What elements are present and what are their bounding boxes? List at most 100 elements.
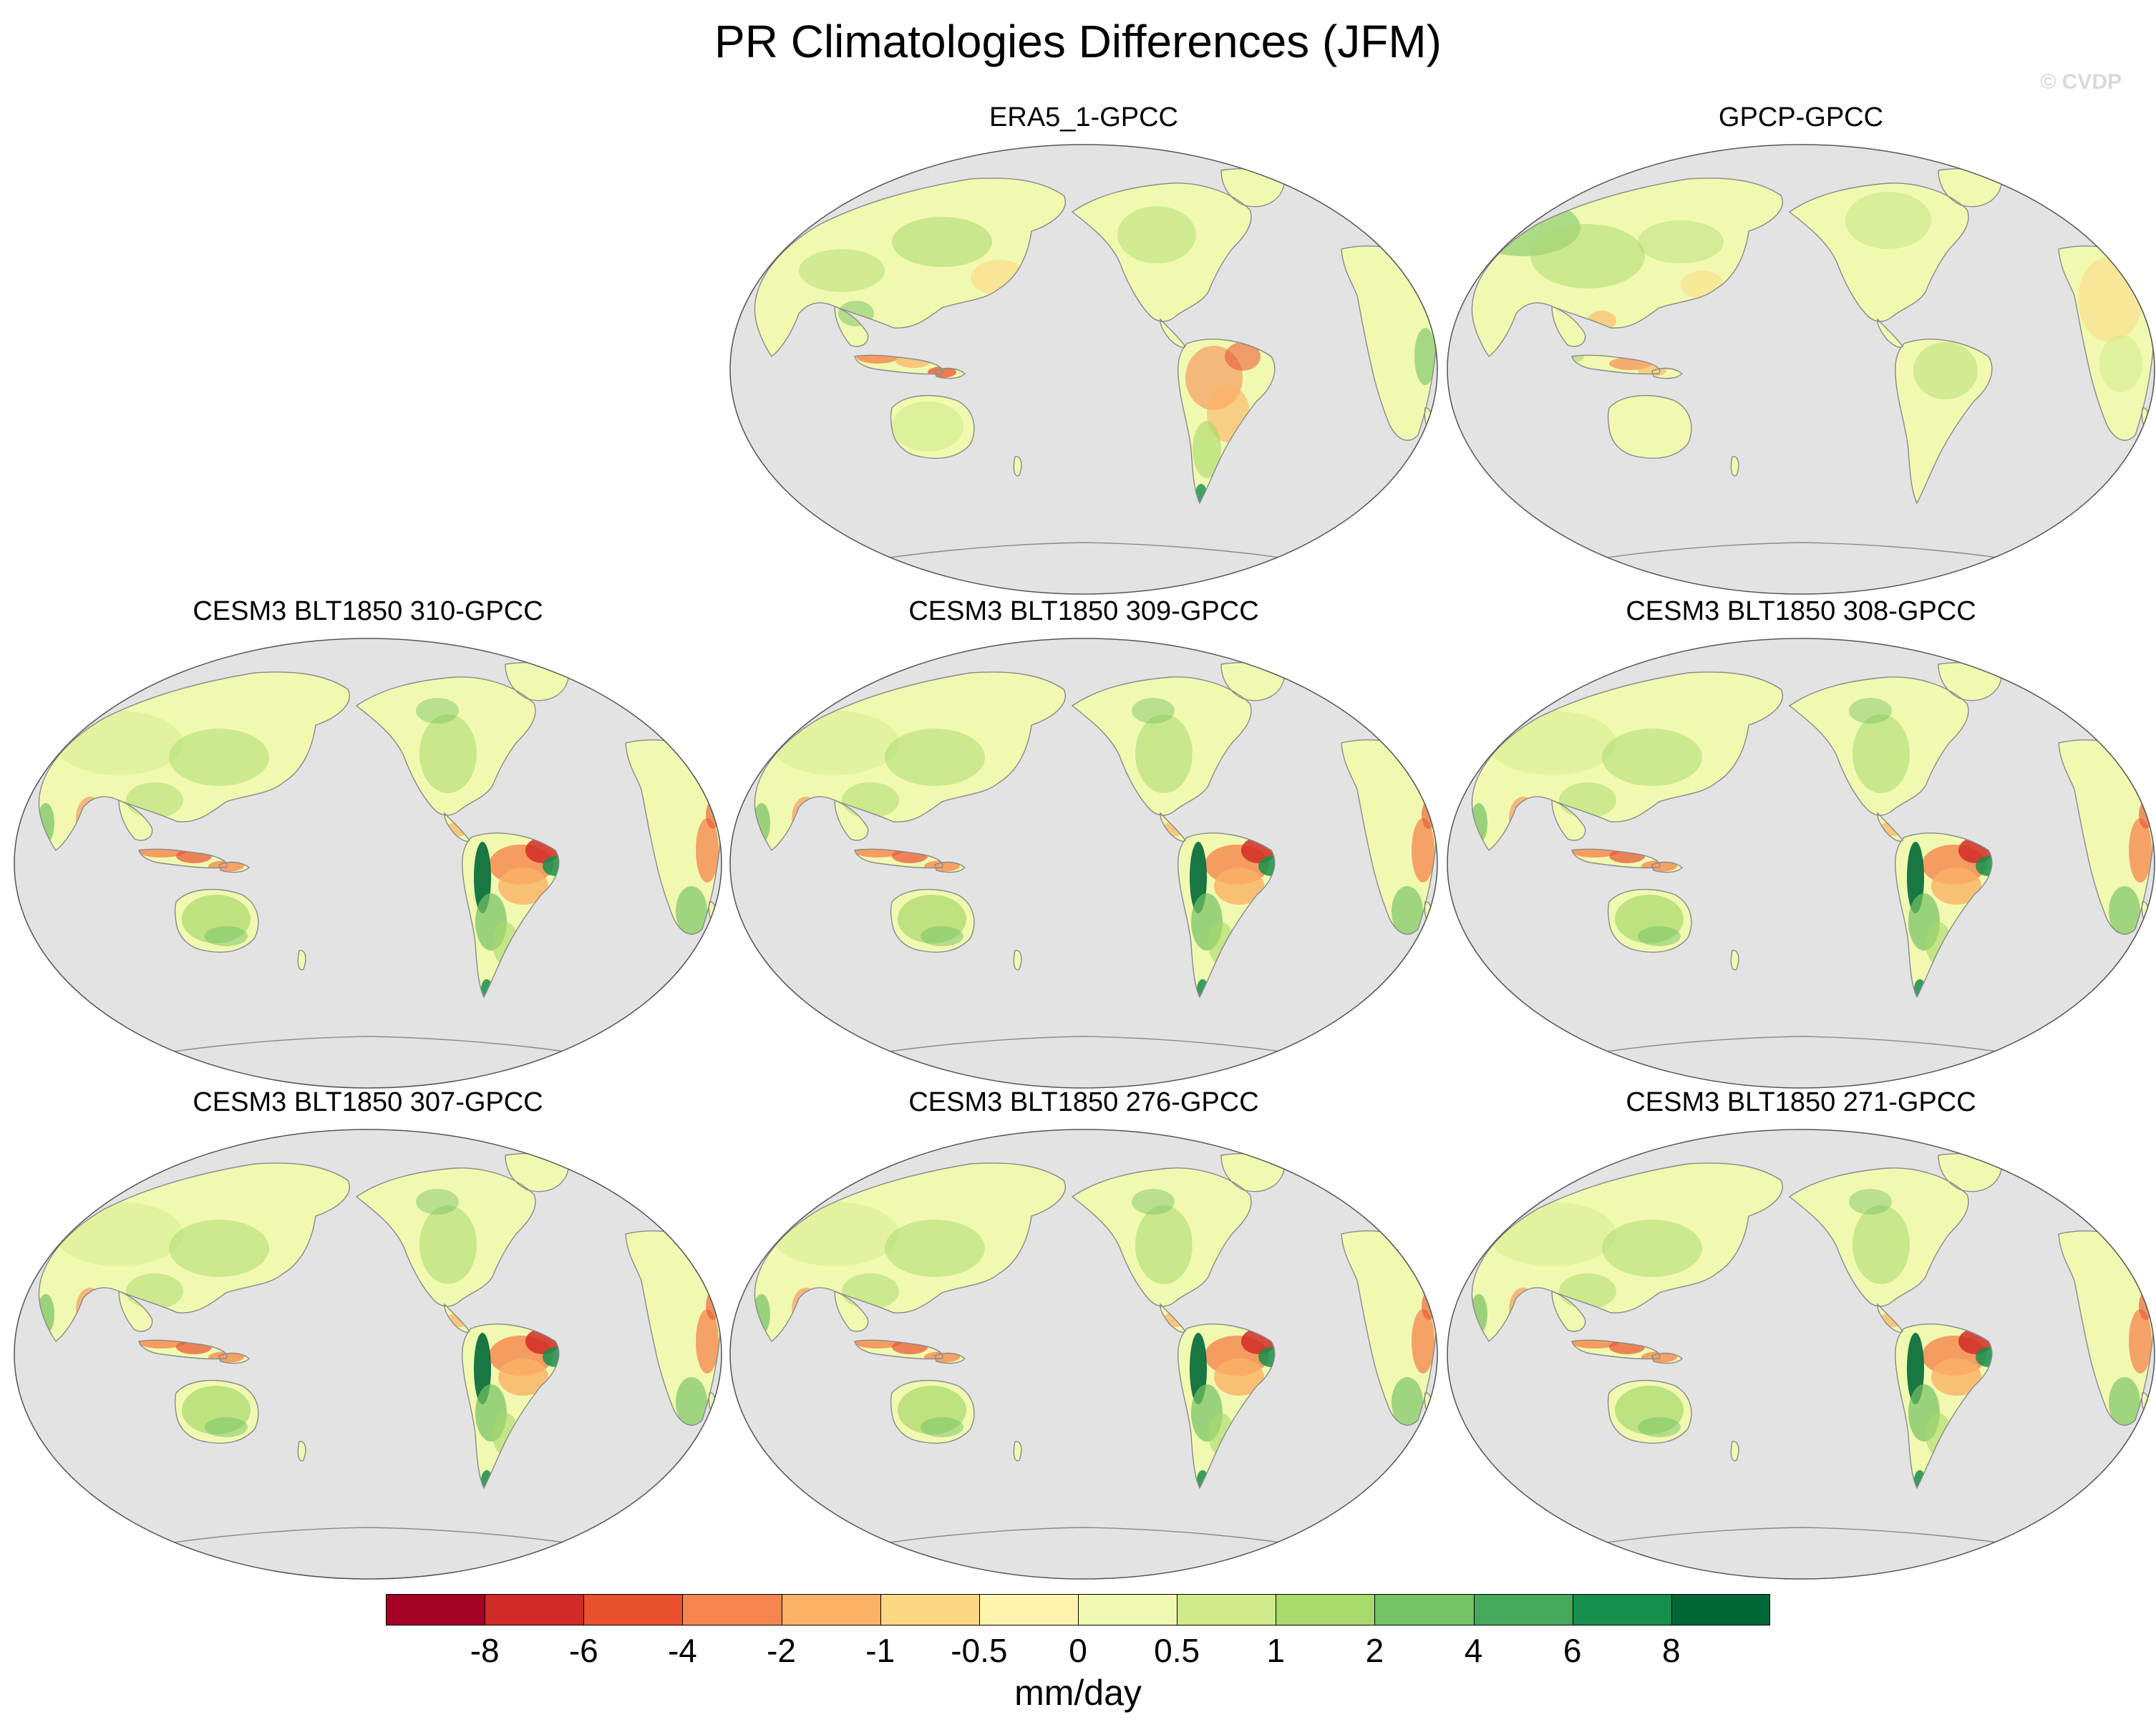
colorbar-swatch [1276,1594,1375,1625]
land-nz [298,1441,306,1461]
coastline [1607,888,1692,953]
anomaly-region [1132,698,1175,724]
coastline-antarctica [111,1036,628,1063]
anomaly-region [1931,868,1981,905]
colorbar-swatch [1177,1594,1276,1625]
coastline [118,799,153,841]
coastline [355,1167,536,1307]
coastline [1651,1352,1684,1364]
anomaly-region [1214,1359,1264,1396]
land-seasia [1552,306,1586,347]
colorbar-tick-label: -1 [865,1632,895,1669]
panel-title: CESM3 BLT1850 307-GPCC [193,1087,543,1117]
world-map [14,1129,722,1580]
cvdp-watermark: © CVDP [2040,70,2122,94]
world-map [729,1129,1438,1580]
anomaly-region [1913,342,1978,399]
coastline [1013,950,1022,971]
coastline [38,1162,350,1343]
map-frame [1447,638,2155,1089]
coastline-antarctica [1544,542,2061,569]
anomaly-region [1849,1189,1892,1215]
anomaly-region [1852,714,1910,793]
figure-title: PR Climatologies Differences (JFM) [714,16,1442,67]
colorbar-swatch [1572,1594,1672,1625]
world-map [1447,144,2155,595]
anomaly-region [54,711,183,775]
land-greenland [1221,168,1284,207]
land-seasia [1552,1291,1586,1332]
land-africa [1341,739,1437,935]
coastline [854,848,943,869]
anomaly-region [416,698,459,724]
coastline [834,799,869,841]
coastline [1160,1303,1186,1333]
land-namerica [1072,183,1251,322]
colorbar-tick-label: 4 [1464,1632,1483,1669]
map-frame [14,638,722,1089]
coastline [1177,832,1276,998]
land-africa [1341,246,1437,441]
anomaly-region [1214,868,1264,905]
colorbar-tick-label: 8 [1662,1632,1681,1669]
colorbar-swatch [386,1594,485,1625]
coastline [218,1352,251,1364]
anomaly-region [1392,1377,1423,1427]
colorbar-tick-label: -2 [767,1632,797,1669]
panel-title: CESM3 BLT1850 309-GPCC [908,596,1259,626]
anomaly-region [1602,729,1702,786]
coastline [138,1339,228,1360]
anomaly-region [676,886,707,936]
land-greenland [505,1153,568,1192]
coastline [1651,367,1684,379]
coastline [1895,1323,1993,1490]
colorbar-swatch [781,1594,881,1625]
coastline-antarctica [827,1036,1344,1063]
anomaly-region [205,1417,248,1437]
land-seasia [835,800,868,841]
colorbar [386,1594,1770,1625]
coastline [1013,1441,1022,1462]
anomaly-region [2078,256,2142,342]
coastline [138,848,228,869]
coastline [1160,812,1186,842]
coastline [934,367,966,379]
coastline [754,671,1066,852]
world-map [1447,1129,2155,1580]
anomaly-field [754,1189,1436,1488]
anomaly-region [1193,421,1221,478]
coastline [1071,183,1252,322]
anomaly-region [1135,1205,1193,1284]
land-greenland [1221,1153,1284,1192]
colorbar-tick-label: 1 [1266,1632,1286,1669]
land-greenland [1938,168,2001,207]
land-greenland [1938,1153,2001,1192]
anomaly-region [1931,1359,1981,1396]
land-seasia [119,1291,152,1332]
map-panel-310: CESM3 BLT1850 310-GPCC [11,596,724,1097]
coastline [890,1379,975,1444]
coastline [1788,676,1969,816]
panel-title: CESM3 BLT1850 271-GPCC [1626,1087,1976,1117]
map-frame [1447,144,2155,595]
coastline [1607,1379,1692,1444]
land-greenland [505,662,568,701]
land-africa [626,739,721,935]
panel-title: ERA5_1-GPCC [989,102,1178,132]
map-frame [14,1129,722,1580]
anomaly-region [419,1205,477,1284]
coastline [297,1441,306,1462]
coastline [1788,1167,1969,1307]
coastline-antarctica [111,1527,628,1554]
coastline [1551,305,1586,347]
anomaly-region [416,1189,459,1215]
land-nz [1731,950,1739,970]
coastline [1071,1167,1252,1307]
coastline [118,1290,153,1332]
anomaly-region [799,249,885,292]
colorbar-swatch [1473,1594,1573,1625]
coastline [1571,1339,1661,1360]
map-panel-308: CESM3 BLT1850 308-GPCC [1444,596,2156,1097]
anomaly-region [205,926,248,946]
anomaly-region [2099,335,2142,392]
